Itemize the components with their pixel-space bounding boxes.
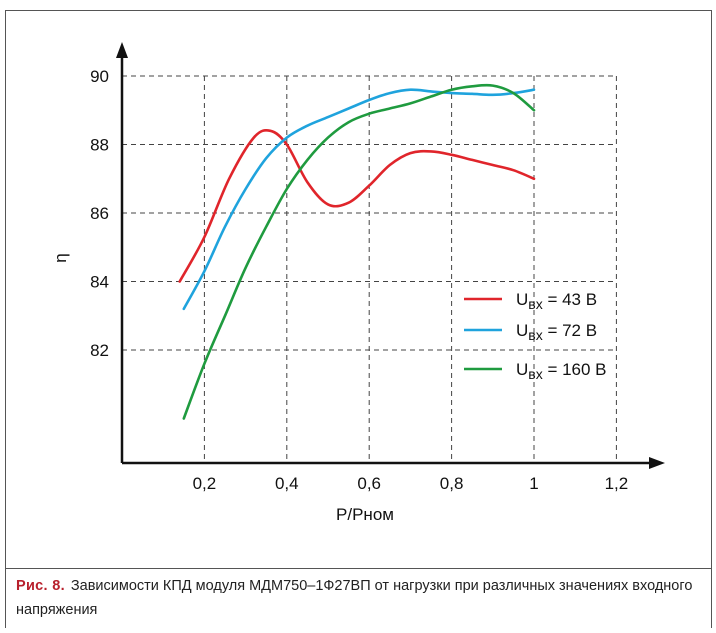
- legend-label-1: Uвх = 43 В: [516, 290, 597, 312]
- legend: Uвх = 43 В Uвх = 72 В Uвх = 160 В: [464, 290, 607, 382]
- series-line-1: [178, 128, 536, 283]
- figure-caption: Рис. 8. Зависимости КПД модуля МДМ750–1Ф2…: [16, 574, 696, 622]
- caption-separator: [5, 568, 712, 569]
- y-tick-label: 84: [90, 273, 109, 292]
- legend-label-3: Uвх = 160 В: [516, 360, 607, 382]
- series-line-2: [182, 88, 536, 311]
- y-axis-arrow: [116, 42, 128, 58]
- x-tick-label: 1,2: [605, 474, 629, 493]
- y-axis-label: η: [51, 253, 70, 262]
- x-axis-label: P/Pном: [336, 505, 394, 524]
- caption-label: Рис. 8.: [16, 578, 65, 594]
- axes: [116, 42, 665, 469]
- figure-frame: [5, 10, 712, 628]
- y-tick-label: 86: [90, 204, 109, 223]
- legend-label-2: Uвх = 72 В: [516, 321, 597, 343]
- y-tick-label: 82: [90, 341, 109, 360]
- x-tick-label: 1: [529, 474, 538, 493]
- grid: [122, 75, 617, 463]
- y-tick-label: 90: [90, 67, 109, 86]
- x-tick-label: 0,2: [193, 474, 217, 493]
- x-tick-label: 0,4: [275, 474, 299, 493]
- x-tick-label: 0,8: [440, 474, 464, 493]
- tick-labels: 0,2 0,4 0,6 0,8 1 1,2 82 84 86 88 90: [90, 67, 628, 493]
- x-tick-label: 0,6: [357, 474, 381, 493]
- y-tick-label: 88: [90, 136, 109, 155]
- x-axis-arrow: [649, 457, 665, 469]
- frame-top-rule: [5, 10, 712, 11]
- series-line-3: [182, 83, 536, 420]
- caption-text: Зависимости КПД модуля МДМ750–1Ф27ВП от …: [16, 578, 693, 618]
- series: [178, 83, 536, 420]
